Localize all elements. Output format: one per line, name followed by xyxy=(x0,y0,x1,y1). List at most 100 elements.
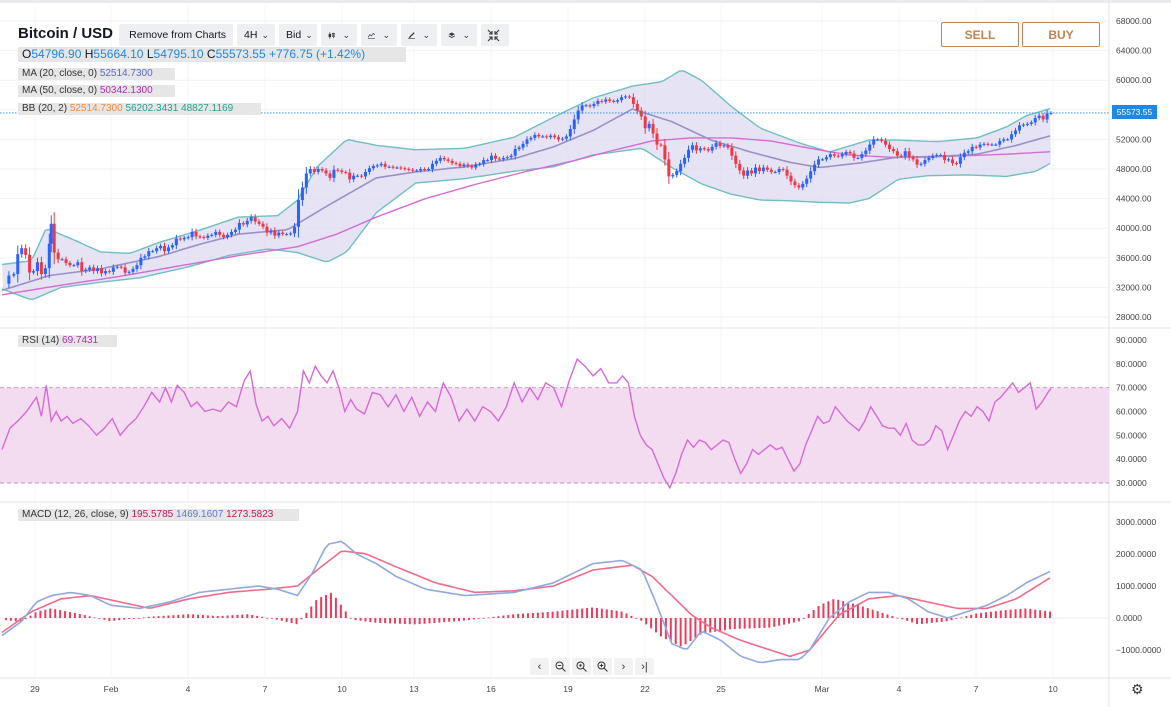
candle-body xyxy=(210,234,214,236)
macd-histogram-bar xyxy=(256,615,259,618)
macd-histogram-bar xyxy=(172,615,175,618)
candle-body xyxy=(533,134,537,138)
candle-body xyxy=(206,235,210,238)
bb-legend[interactable]: BB (20, 2) 52514.7300 56202.3431 48827.1… xyxy=(18,103,261,115)
macd-histogram-bar xyxy=(290,618,293,624)
candle-body xyxy=(931,155,935,158)
macd-histogram-bar xyxy=(911,618,914,623)
scroll-right-button[interactable]: › xyxy=(614,658,633,675)
candle-body xyxy=(876,139,880,141)
candle-body xyxy=(419,169,423,171)
candle-body xyxy=(391,166,395,168)
candle-body xyxy=(746,170,750,176)
macd-histogram-bar xyxy=(197,614,200,618)
macd-histogram-bar xyxy=(753,618,756,629)
candle-body xyxy=(482,160,486,164)
macd-legend[interactable]: MACD (12, 26, close, 9) 195.5785 1469.16… xyxy=(18,509,299,521)
candle-body xyxy=(994,144,998,146)
candle-body xyxy=(99,268,103,274)
macd-signal-value: 1469.1607 xyxy=(176,509,224,520)
candle-body xyxy=(308,169,312,174)
macd-histogram-bar xyxy=(39,610,42,618)
interval-select[interactable]: 4H ⌄ xyxy=(237,24,275,46)
candle-body xyxy=(273,230,277,236)
candle-body xyxy=(135,265,139,269)
candle-body xyxy=(139,257,143,266)
macd-histogram-bar xyxy=(901,618,904,620)
candle-body xyxy=(356,175,360,177)
candle-body xyxy=(978,144,982,148)
zoom-out-button[interactable] xyxy=(551,658,570,675)
candle-body xyxy=(229,231,233,235)
chart-type-select[interactable]: ⌄ xyxy=(321,24,357,46)
candle-body xyxy=(426,169,430,170)
price-tick-label: 36000.00 xyxy=(1116,253,1152,263)
candle-body xyxy=(974,146,978,148)
ma50-legend[interactable]: MA (50, close, 0) 50342.1300 xyxy=(18,85,175,97)
rsi-label: RSI (14) xyxy=(22,335,60,346)
candle-body xyxy=(474,164,478,168)
sell-button[interactable]: SELL xyxy=(941,22,1019,47)
layers-select[interactable]: ⌄ xyxy=(441,24,477,46)
candle-body xyxy=(939,154,943,156)
macd-histogram-bar xyxy=(295,618,298,625)
candle-body xyxy=(32,271,36,273)
candle-body xyxy=(320,169,324,171)
macd-histogram-bar xyxy=(98,618,101,619)
candle-body xyxy=(793,181,797,186)
candle-body xyxy=(517,147,521,150)
macd-histogram-bar xyxy=(167,615,170,618)
candle-body xyxy=(52,223,56,253)
macd-histogram-bar xyxy=(689,618,692,642)
macd-histogram-bar xyxy=(108,618,111,621)
macd-histogram-bar xyxy=(640,618,643,621)
candle-body xyxy=(663,145,667,160)
gear-icon[interactable]: ⚙ xyxy=(1131,681,1144,697)
remove-from-charts-button[interactable]: Remove from Charts xyxy=(119,24,233,46)
candle-body xyxy=(702,148,706,150)
chevron-down-icon: ⌄ xyxy=(382,29,390,40)
rsi-tick-label: 90.0000 xyxy=(1116,335,1147,345)
candle-body xyxy=(757,167,761,172)
macd-histogram-bar xyxy=(1014,609,1017,618)
macd-histogram-bar xyxy=(659,618,662,637)
reset-zoom-button[interactable] xyxy=(572,658,591,675)
collapse-button[interactable] xyxy=(481,24,509,46)
high-value: 55664.10 xyxy=(93,47,144,61)
price-type-select[interactable]: Bid ⌄ xyxy=(279,24,317,46)
macd-histogram-bar xyxy=(856,604,859,618)
macd-histogram-bar xyxy=(960,617,963,619)
buy-button[interactable]: BUY xyxy=(1022,22,1100,47)
macd-histogram-bar xyxy=(733,618,736,630)
macd-histogram-bar xyxy=(792,618,795,623)
candle-body xyxy=(864,150,868,155)
scroll-left-button[interactable]: ‹ xyxy=(530,658,549,675)
time-tick-label: 19 xyxy=(563,684,573,694)
macd-histogram-bar xyxy=(787,618,790,624)
indicators-select[interactable]: ⌄ xyxy=(361,24,397,46)
candle-body xyxy=(194,231,198,237)
macd-histogram-bar xyxy=(147,616,150,618)
candle-body xyxy=(683,157,687,164)
rsi-tick-label: 70.0000 xyxy=(1116,383,1147,393)
macd-histogram-bar xyxy=(59,610,62,618)
macd-histogram-bar xyxy=(738,618,741,629)
scroll-to-end-button[interactable]: ›| xyxy=(635,658,654,675)
rsi-tick-label: 30.0000 xyxy=(1116,478,1147,488)
ma20-legend[interactable]: MA (20, close, 0) 52514.7300 xyxy=(18,68,175,80)
rsi-legend[interactable]: RSI (14) 69.7431 xyxy=(18,335,117,347)
candle-body xyxy=(88,267,92,270)
candle-body xyxy=(182,237,186,240)
candle-body xyxy=(28,254,32,273)
candle-body xyxy=(344,171,348,173)
candle-body xyxy=(407,169,411,170)
candle-body xyxy=(312,169,316,172)
macd-histogram-bar xyxy=(891,616,894,618)
macd-histogram-bar xyxy=(822,603,825,618)
macd-histogram-bar xyxy=(261,616,264,618)
candle-body xyxy=(832,154,836,156)
zoom-in-button[interactable] xyxy=(593,658,612,675)
open-value: 54796.90 xyxy=(31,47,82,61)
drawing-tools-select[interactable]: ⌄ xyxy=(401,24,437,46)
